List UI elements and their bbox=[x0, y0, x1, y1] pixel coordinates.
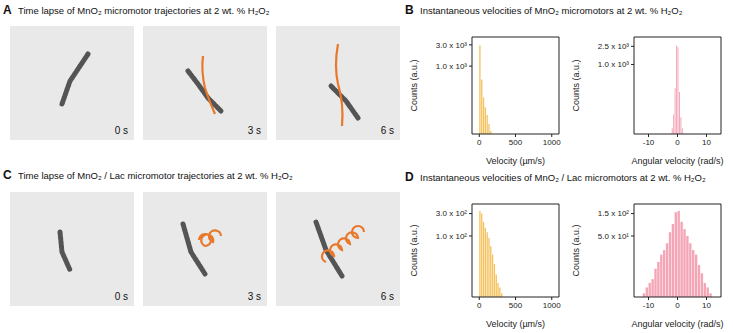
svg-text:500: 500 bbox=[509, 138, 523, 147]
svg-text:Counts (a.u.): Counts (a.u.) bbox=[571, 59, 581, 111]
svg-text:Counts (a.u.): Counts (a.u.) bbox=[571, 224, 581, 276]
svg-text:-10: -10 bbox=[643, 138, 655, 147]
html-text:Time lapse of MnO₂ micromotor: Time lapse of MnO₂ micromotor trajectori… bbox=[18, 5, 270, 16]
html-text:B: B bbox=[405, 3, 414, 17]
html-text:Instantaneous velocities of Mn: Instantaneous velocities of MnO₂ / Lac m… bbox=[420, 172, 706, 183]
html-text:6 s: 6 s bbox=[380, 291, 394, 302]
svg-text:1000: 1000 bbox=[543, 138, 561, 147]
svg-text:Angular velocity (rad/s): Angular velocity (rad/s) bbox=[631, 319, 723, 329]
svg-text:0: 0 bbox=[675, 138, 680, 147]
svg-text:2.5 x 10³: 2.5 x 10³ bbox=[598, 42, 629, 51]
svg-text:0: 0 bbox=[675, 301, 680, 310]
html-text:3 s: 3 s bbox=[247, 291, 261, 302]
svg-text:1.5 x 10²: 1.5 x 10² bbox=[598, 209, 629, 218]
svg-text:-10: -10 bbox=[643, 301, 655, 310]
svg-text:0: 0 bbox=[477, 301, 482, 310]
svg-text:10: 10 bbox=[702, 138, 711, 147]
html-text:0 s: 0 s bbox=[114, 125, 128, 136]
html-text:A: A bbox=[3, 3, 12, 17]
html-text:Time lapse of MnO₂ / Lac micro: Time lapse of MnO₂ / Lac micromotor traj… bbox=[18, 170, 293, 181]
svg-text:Counts (a.u.): Counts (a.u.) bbox=[409, 59, 419, 111]
svg-text:500: 500 bbox=[509, 301, 523, 310]
html-text:0 s: 0 s bbox=[114, 291, 128, 302]
svg-text:3.0 x 10³: 3.0 x 10³ bbox=[436, 41, 467, 50]
svg-text:1.0 x 10²: 1.0 x 10² bbox=[436, 232, 467, 241]
svg-text:5.0 x 10¹: 5.0 x 10¹ bbox=[598, 232, 629, 241]
html-text:6 s: 6 s bbox=[380, 125, 394, 136]
html-text:C: C bbox=[3, 168, 12, 182]
svg-text:Angular velocity (rad/s): Angular velocity (rad/s) bbox=[631, 156, 723, 166]
svg-text:0: 0 bbox=[477, 138, 482, 147]
html-text:D: D bbox=[405, 170, 414, 184]
svg-text:Velocity (µm/s): Velocity (µm/s) bbox=[486, 156, 545, 166]
svg-text:10: 10 bbox=[702, 301, 711, 310]
svg-text:1000: 1000 bbox=[543, 301, 561, 310]
html-text:3 s: 3 s bbox=[247, 125, 261, 136]
svg-text:3.0 x 10²: 3.0 x 10² bbox=[436, 209, 467, 218]
svg-text:Counts (a.u.): Counts (a.u.) bbox=[409, 224, 419, 276]
svg-text:1.0 x 10³: 1.0 x 10³ bbox=[598, 60, 629, 69]
svg-text:Velocity (µm/s): Velocity (µm/s) bbox=[486, 319, 545, 329]
html-text:Instantaneous velocities of Mn: Instantaneous velocities of MnO₂ micromo… bbox=[420, 5, 683, 16]
svg-text:1.0 x 10³: 1.0 x 10³ bbox=[436, 62, 467, 71]
